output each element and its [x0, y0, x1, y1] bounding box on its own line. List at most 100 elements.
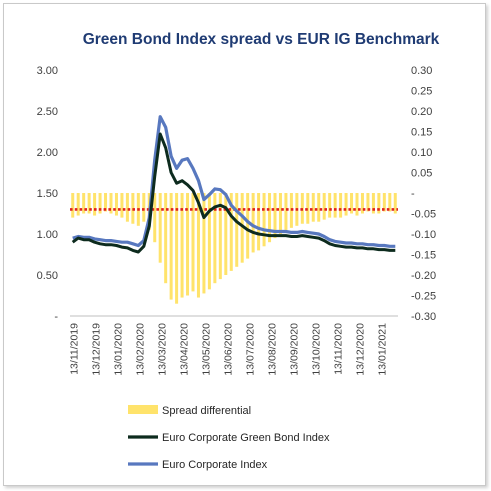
- bar-spread-differential: [175, 193, 179, 304]
- bar-spread-differential: [333, 193, 337, 218]
- y-right-tick-label: -0.05: [411, 209, 436, 221]
- bar-spread-differential: [388, 193, 392, 212]
- bar-spread-differential: [377, 193, 381, 214]
- y-right-tick-label: -: [411, 188, 415, 200]
- bar-spread-differential: [125, 193, 129, 222]
- bar-spread-differential: [229, 193, 233, 271]
- bar-spread-differential: [393, 193, 397, 214]
- y-right-tick-label: 0.30: [411, 65, 432, 77]
- x-tick-label: 13/06/2020: [223, 323, 235, 376]
- bar-spread-differential: [93, 193, 97, 216]
- x-tick-label: 13/12/2020: [355, 323, 367, 376]
- x-tick-label: 13/01/2020: [113, 323, 125, 376]
- left-y-axis: - 0.50 1.00 1.50 2.00 2.50 3.00: [37, 65, 59, 323]
- bar-spread-differential: [246, 193, 250, 259]
- line-series-group: [71, 115, 396, 254]
- y-left-tick-label: 3.00: [37, 65, 58, 77]
- x-tick-label: 13/03/2020: [157, 323, 169, 376]
- bar-spread-differential: [251, 193, 255, 253]
- bar-spread-differential: [284, 193, 288, 230]
- y-right-tick-label: -0.25: [411, 291, 436, 303]
- bar-spread-differential: [180, 193, 184, 298]
- bar-spread-differential: [82, 193, 86, 214]
- bar-spread-differential: [360, 193, 364, 214]
- bar-spread-differential: [114, 193, 118, 216]
- legend-label: Euro Corporate Index: [162, 459, 268, 471]
- x-tick-label: 13/11/2020: [333, 323, 345, 375]
- bar-spread-differential: [109, 193, 113, 214]
- bar-spread-differential: [322, 193, 326, 220]
- y-right-tick-label: -0.15: [411, 250, 436, 262]
- bar-spread-differential: [262, 193, 266, 247]
- legend-label: Euro Corporate Green Bond Index: [162, 432, 330, 444]
- x-tick-label: 13/01/2021: [377, 323, 389, 376]
- x-tick-label: 13/09/2020: [289, 323, 301, 376]
- chart-title: Green Bond Index spread vs EUR IG Benchm…: [83, 31, 440, 48]
- x-tick-label: 13/07/2020: [245, 323, 257, 376]
- y-right-tick-label: 0.20: [411, 106, 432, 118]
- y-left-tick-label: 1.00: [37, 229, 58, 241]
- bar-spread-differential: [169, 193, 173, 300]
- y-right-tick-label: -0.20: [411, 270, 436, 282]
- line-euro-corporate-green-bond-index: [71, 132, 396, 254]
- y-right-tick-label: -0.30: [411, 311, 436, 323]
- bar-spread-differential: [98, 193, 102, 214]
- y-right-tick-label: 0.25: [411, 86, 432, 98]
- y-right-tick-label: 0.05: [411, 168, 432, 180]
- bar-spread-differential: [207, 193, 211, 290]
- bar-spread-differential: [158, 193, 162, 263]
- bar-series-spread-differential: [71, 193, 397, 304]
- bar-spread-differential: [71, 193, 75, 218]
- bar-spread-differential: [268, 193, 272, 243]
- bar-spread-differential: [311, 193, 315, 222]
- x-tick-label: 13/12/2019: [91, 323, 103, 376]
- bar-spread-differential: [382, 193, 386, 212]
- legend-label: Spread differential: [162, 405, 251, 417]
- bar-spread-differential: [104, 193, 108, 212]
- legend: Spread differential Euro Corporate Green …: [128, 405, 330, 471]
- y-left-tick-label: 2.00: [37, 147, 58, 159]
- bar-spread-differential: [76, 193, 80, 216]
- y-left-tick-label: 1.50: [37, 188, 58, 200]
- y-left-tick-label: 0.50: [37, 270, 58, 282]
- bar-spread-differential: [366, 193, 370, 212]
- y-right-tick-label: 0.10: [411, 147, 432, 159]
- y-left-tick-label: 2.50: [37, 106, 58, 118]
- x-axis: 13/11/2019 13/12/2019 13/01/2020 13/02/2020…: [69, 315, 398, 376]
- x-tick-label: 13/04/2020: [179, 323, 191, 376]
- bar-spread-differential: [350, 193, 354, 214]
- y-right-tick-label: 0.15: [411, 127, 432, 139]
- x-tick-label: 13/11/2019: [69, 323, 81, 375]
- x-tick-label: 13/02/2020: [135, 323, 147, 376]
- line-euro-corporate-index: [72, 115, 396, 248]
- y-right-tick-label: -0.10: [411, 229, 436, 241]
- x-tick-label: 13/10/2020: [311, 323, 323, 376]
- bar-spread-differential: [240, 193, 244, 263]
- bar-spread-differential: [273, 193, 277, 239]
- bar-spread-differential: [87, 193, 91, 214]
- y-left-tick-label: -: [54, 311, 58, 323]
- bar-spread-differential: [344, 193, 348, 216]
- bar-spread-differential: [257, 193, 261, 251]
- bar-spread-differential: [339, 193, 343, 218]
- legend-swatch-spread-differential: [128, 405, 158, 414]
- bar-spread-differential: [202, 193, 206, 294]
- chart-frame: [3, 3, 486, 486]
- bar-spread-differential: [196, 193, 200, 298]
- bar-spread-differential: [142, 193, 146, 222]
- bar-spread-differential: [224, 193, 228, 275]
- bar-spread-differential: [186, 193, 190, 296]
- bar-spread-differential: [371, 193, 375, 214]
- right-y-axis: -0.30-0.25-0.20-0.15-0.10-0.05-0.050.100…: [411, 65, 436, 323]
- bar-spread-differential: [191, 193, 195, 292]
- bar-spread-differential: [317, 193, 321, 222]
- bar-spread-differential: [355, 193, 359, 216]
- bar-spread-differential: [120, 193, 124, 218]
- x-tick-label: 13/05/2020: [201, 323, 213, 376]
- x-tick-label: 13/08/2020: [267, 323, 279, 376]
- bar-spread-differential: [153, 193, 157, 243]
- bar-spread-differential: [278, 193, 282, 234]
- bar-spread-differential: [328, 193, 332, 218]
- bar-spread-differential: [213, 193, 217, 284]
